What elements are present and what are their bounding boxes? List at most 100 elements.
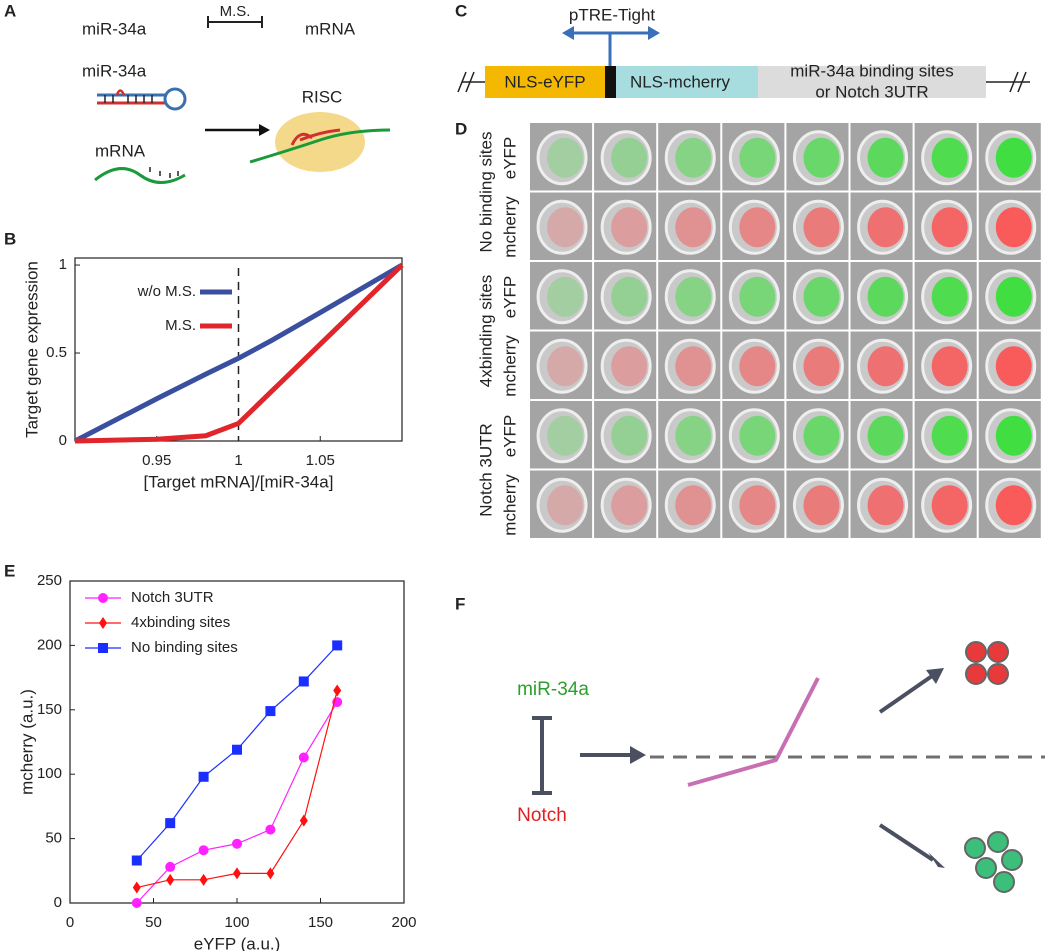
panel-c: pTRE-Tight NLS-eYFP NLS-mcherry miR-34a … [457, 5, 1030, 101]
fluorescence [803, 276, 840, 317]
fluorescence [547, 485, 584, 526]
y-axis-label: Target gene expression [22, 261, 41, 438]
fluorescence [995, 346, 1032, 387]
mrna-strand [94, 167, 186, 184]
panel-letter: E [4, 561, 15, 580]
label: NLS-mcherry [630, 72, 731, 91]
fluorescence [931, 207, 968, 248]
legend-marker [98, 643, 108, 653]
fluorescence [803, 346, 840, 387]
fluorescence [547, 137, 584, 178]
panel-d: No binding sites 4xbinding sites Notch 3… [476, 123, 1041, 538]
fluorescence [675, 207, 712, 248]
fluorescence [611, 137, 648, 178]
x-tick-label: 100 [224, 914, 249, 931]
risc-complex [275, 112, 365, 172]
fluorescence [995, 207, 1032, 248]
fluorescence [867, 276, 904, 317]
point [232, 744, 242, 755]
label: miR-34a binding sites [790, 61, 953, 80]
point [165, 861, 176, 872]
x-tick-label: 200 [391, 914, 416, 931]
arrow [878, 823, 935, 862]
y-tick-label: 0.5 [46, 344, 67, 361]
fluorescence [739, 207, 776, 248]
point [265, 706, 276, 717]
cell-body [536, 477, 588, 533]
x-tick-label: 150 [308, 914, 333, 931]
fluorescence [995, 137, 1032, 178]
red-cells [965, 641, 1009, 685]
legend-marker [98, 593, 108, 603]
fluorescence [995, 276, 1032, 317]
point [265, 824, 276, 835]
mcherry-box [616, 66, 758, 98]
legend-marker [99, 617, 107, 629]
fluorescence [611, 346, 648, 387]
channel-label: mcherry [500, 196, 519, 258]
y-tick-label: 200 [37, 636, 62, 653]
fluorescence [739, 276, 776, 317]
y-tick-label: 250 [37, 572, 62, 589]
cell-body [600, 269, 652, 325]
legend-label: No binding sites [131, 639, 238, 656]
cell-body [664, 338, 716, 394]
fluorescence [611, 207, 648, 248]
target-strand [249, 128, 391, 164]
channel-label: eYFP [500, 276, 519, 319]
utr-box [758, 66, 986, 98]
fluorescence [931, 346, 968, 387]
label: mRNA [305, 19, 356, 38]
label: miR-34a [82, 61, 147, 80]
fluorescence [739, 485, 776, 526]
fluorescence [675, 137, 712, 178]
cell-body [664, 199, 716, 255]
panel-letter: C [455, 1, 467, 20]
fluorescence [547, 415, 584, 456]
fluorescence [739, 415, 776, 456]
fluorescence [611, 415, 648, 456]
y-tick-label: 0 [54, 894, 62, 911]
promoter-heads [562, 26, 660, 40]
cell-body [600, 338, 652, 394]
y-tick-label: 150 [37, 701, 62, 718]
label: NLS-eYFP [504, 72, 585, 91]
y-tick-label: 100 [37, 765, 62, 782]
panel-letter: B [4, 229, 16, 248]
x-tick-label: 0.95 [142, 452, 171, 469]
panel-a: miR-34a M.S. mRNA miR-34a mRNA RISC [82, 3, 391, 184]
cell-body [536, 269, 588, 325]
break-marks [457, 71, 1027, 93]
arrow-head [926, 668, 944, 684]
series-line [73, 262, 404, 444]
point [232, 838, 242, 849]
fluorescence [995, 415, 1032, 456]
label: miR-34a [517, 679, 589, 700]
panel-letter: F [455, 594, 465, 613]
fluorescence [803, 137, 840, 178]
plot-frame [69, 580, 405, 904]
panel-letter: A [4, 1, 16, 20]
panel-letter: D [455, 119, 467, 138]
y-tick-label: 0 [59, 432, 67, 449]
fluorescence [547, 346, 584, 387]
point [266, 867, 275, 880]
inhibition [532, 716, 552, 795]
eyfp-box [485, 66, 605, 98]
fluorescence [611, 276, 648, 317]
point [298, 752, 309, 763]
x-tick-label: 1.05 [306, 452, 335, 469]
fluorescence [547, 276, 584, 317]
promoter-arrow [572, 31, 650, 66]
arrow [878, 674, 934, 714]
x-tick-label: 0 [66, 914, 74, 931]
cell-body [536, 199, 588, 255]
arrow-head [630, 746, 646, 764]
arrow-head [928, 852, 945, 868]
fluorescence [931, 415, 968, 456]
fluorescence [675, 276, 712, 317]
label: pTRE-Tight [569, 5, 656, 24]
y-axis-label: mcherry (a.u.) [17, 689, 36, 795]
point [132, 881, 141, 894]
